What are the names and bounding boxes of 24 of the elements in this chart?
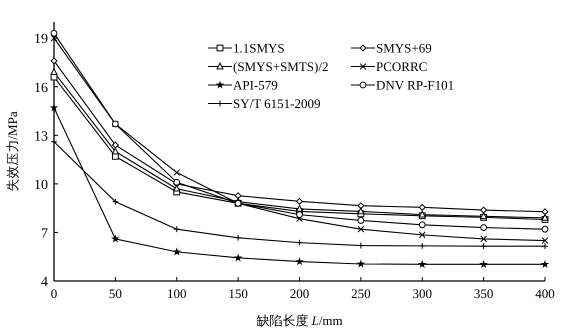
legend-label: API-579 xyxy=(233,78,278,92)
y-tick-label: 13 xyxy=(34,129,48,144)
x-axis-title: 缺陷长度 L/mm xyxy=(256,313,343,328)
x-tick-label: 250 xyxy=(351,286,371,301)
legend-label: DNV RP-F101 xyxy=(376,78,454,92)
y-tick-label: 7 xyxy=(41,226,48,242)
x-tick-label: 100 xyxy=(167,286,186,301)
x-tick-label: 200 xyxy=(290,286,310,301)
legend-label: SY/T 6151-2009 xyxy=(233,96,321,111)
x-tick-label: 50 xyxy=(108,286,122,301)
y-tick-label: 16 xyxy=(34,80,48,96)
legend-label: (SMYS+SMTS)/2 xyxy=(233,59,328,74)
x-tick-label: 400 xyxy=(535,286,555,301)
y-tick-label: 10 xyxy=(34,178,48,193)
x-tick-label: 300 xyxy=(412,286,432,301)
legend-label: SMYS+69 xyxy=(376,40,432,56)
legend-label: 1.1SMYS xyxy=(233,40,285,56)
x-tick-label: 0 xyxy=(50,286,58,301)
y-tick-label: 19 xyxy=(34,32,48,48)
x-tick-label: 150 xyxy=(228,286,248,301)
legend-label: PCORRC xyxy=(376,59,428,74)
x-tick-label: 350 xyxy=(474,286,494,301)
y-axis-title: 失效压力/MPa xyxy=(5,111,20,192)
y-tick-label: 4 xyxy=(41,275,48,290)
